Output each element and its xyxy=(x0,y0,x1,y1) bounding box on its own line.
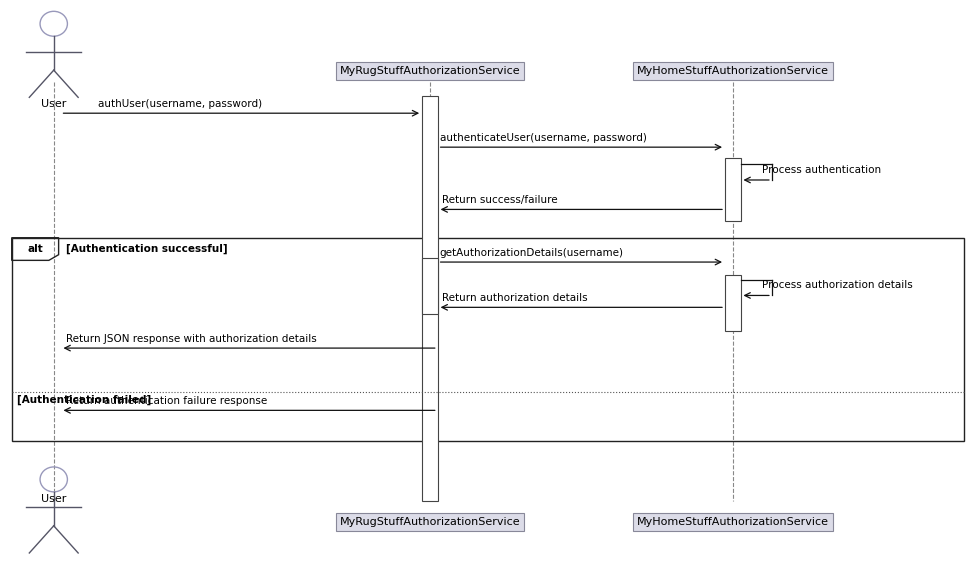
Bar xyxy=(422,258,438,314)
Text: alt: alt xyxy=(27,244,43,254)
Text: Return JSON response with authorization details: Return JSON response with authorization … xyxy=(66,334,318,344)
Text: MyHomeStuffAuthorizationService: MyHomeStuffAuthorizationService xyxy=(637,517,828,527)
Text: getAuthorizationDetails(username): getAuthorizationDetails(username) xyxy=(440,248,623,258)
Text: Return authentication failure response: Return authentication failure response xyxy=(66,396,268,406)
Bar xyxy=(12,238,964,441)
Bar xyxy=(422,96,438,501)
Text: authUser(username, password): authUser(username, password) xyxy=(98,99,262,109)
Text: [Authentication successful]: [Authentication successful] xyxy=(66,244,228,254)
Bar xyxy=(725,275,741,331)
Text: User: User xyxy=(41,494,66,504)
Text: Return success/failure: Return success/failure xyxy=(442,195,557,205)
Text: MyHomeStuffAuthorizationService: MyHomeStuffAuthorizationService xyxy=(637,66,828,76)
Text: [Authentication failed]: [Authentication failed] xyxy=(17,395,150,405)
Text: MyRugStuffAuthorizationService: MyRugStuffAuthorizationService xyxy=(340,517,520,527)
Text: User: User xyxy=(41,99,66,109)
Text: Process authorization details: Process authorization details xyxy=(762,280,913,290)
Text: authenticateUser(username, password): authenticateUser(username, password) xyxy=(440,133,647,143)
Bar xyxy=(725,158,741,221)
Text: Process authentication: Process authentication xyxy=(762,165,881,175)
Text: MyRugStuffAuthorizationService: MyRugStuffAuthorizationService xyxy=(340,66,520,76)
Text: Return authorization details: Return authorization details xyxy=(442,293,587,303)
